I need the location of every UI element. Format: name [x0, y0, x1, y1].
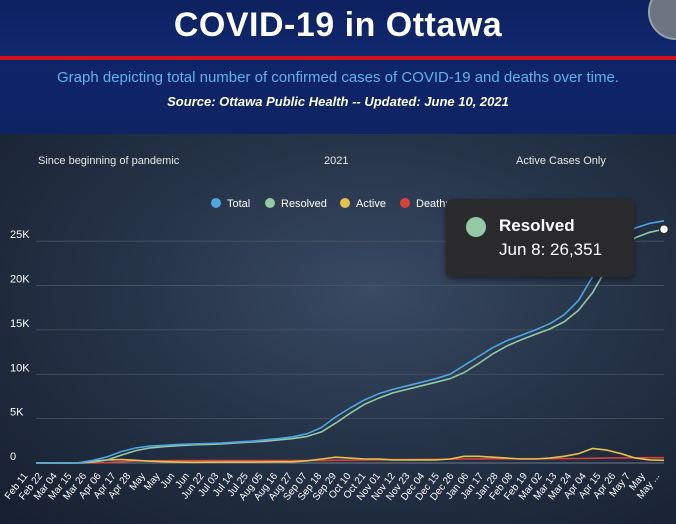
hover-point: [658, 223, 670, 235]
series-line-resolved: [36, 228, 665, 464]
legend-marker-deaths: [400, 198, 410, 208]
y-tick-label: 10K: [10, 362, 30, 374]
hover-marker: [658, 223, 670, 235]
legend: Total Resolved Active Deaths: [211, 198, 451, 210]
tab-2021[interactable]: 2021: [324, 155, 349, 167]
tooltip: Resolved Jun 8: 26,351: [446, 199, 634, 277]
page-header: COVID-19 in Ottawa: [0, 0, 676, 56]
series-line-active: [36, 447, 665, 464]
y-tick-label: 0: [10, 451, 16, 463]
y-axis-ticks: 0 5K 10K 15K 20K 25K: [10, 229, 30, 463]
legend-marker-active: [340, 198, 350, 208]
y-tick-label: 15K: [10, 318, 30, 330]
legend-marker-total: [211, 198, 221, 208]
tooltip-series-name: Resolved: [499, 216, 575, 235]
page-subtitle: Graph depicting total number of confirme…: [57, 69, 619, 86]
y-tick-label: 20K: [10, 274, 30, 286]
series-lines: [36, 220, 665, 464]
legend-label-resolved: Resolved: [281, 198, 327, 210]
tab-active-cases-only[interactable]: Active Cases Only: [516, 155, 606, 167]
page-title: COVID-19 in Ottawa: [173, 6, 503, 44]
tooltip-series-dot: [466, 217, 486, 237]
legend-marker-resolved: [265, 198, 275, 208]
header-divider: [0, 56, 676, 60]
series-line-total: [36, 220, 665, 464]
tooltip-value: Jun 8: 26,351: [499, 240, 603, 259]
y-tick-label: 25K: [10, 229, 30, 241]
subheader: Graph depicting total number of confirme…: [0, 60, 676, 134]
legend-label-total: Total: [227, 198, 250, 210]
source-line: Source: Ottawa Public Health -- Updated:…: [167, 94, 509, 109]
y-tick-label: 5K: [10, 407, 24, 419]
legend-label-deaths: Deaths: [416, 198, 451, 210]
tab-since-beginning[interactable]: Since beginning of pandemic: [38, 155, 180, 167]
legend-label-active: Active: [356, 198, 386, 210]
